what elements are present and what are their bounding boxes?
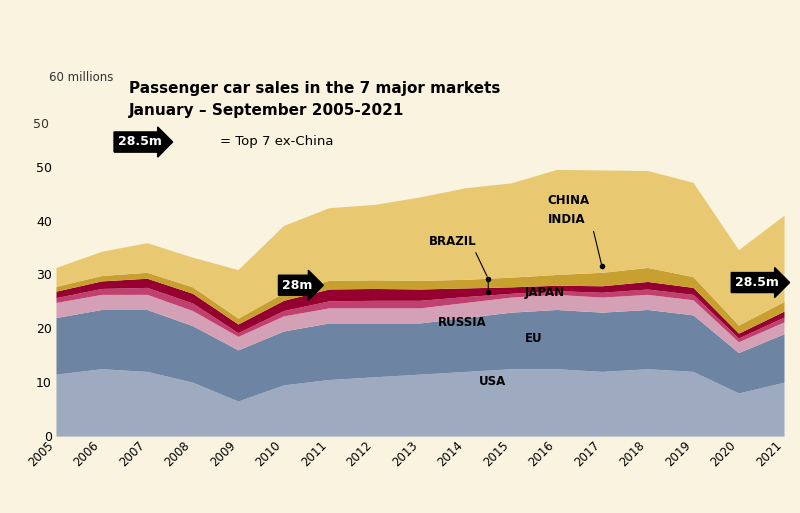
Text: 28.5m: 28.5m [118,135,162,148]
Text: CHINA: CHINA [547,194,590,207]
Text: Passenger car sales in the 7 major markets: Passenger car sales in the 7 major marke… [129,81,500,95]
Text: USA: USA [479,375,506,388]
Text: INDIA: INDIA [547,213,585,226]
Text: January – September 2005-2021: January – September 2005-2021 [129,103,404,118]
Text: Passenger car sales in the 7 major markets: Passenger car sales in the 7 major marke… [129,81,500,95]
Text: BRAZIL: BRAZIL [429,235,477,248]
FancyBboxPatch shape [114,61,770,152]
Text: 60 millions: 60 millions [49,71,113,84]
Text: RUSSIA: RUSSIA [438,315,487,329]
Text: = Top 7 ex-China: = Top 7 ex-China [220,135,334,148]
Text: 28.5m: 28.5m [118,135,162,148]
Text: JAPAN: JAPAN [525,286,565,299]
Text: 28.5m: 28.5m [734,276,778,289]
Text: = Top 7 ex-China: = Top 7 ex-China [220,135,334,148]
Text: January – September 2005-2021: January – September 2005-2021 [129,103,404,118]
Text: 50: 50 [33,117,49,131]
Text: 28m: 28m [282,279,312,292]
Text: EU: EU [525,332,542,345]
